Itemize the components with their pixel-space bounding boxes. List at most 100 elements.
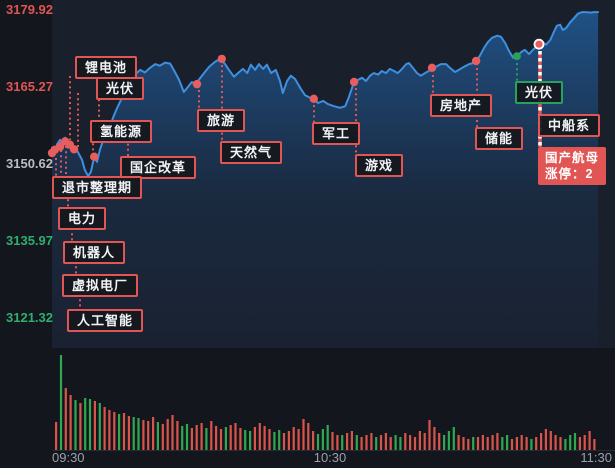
volume-bar xyxy=(452,427,455,450)
sector-label[interactable]: 光伏 xyxy=(96,77,145,100)
volume-bar xyxy=(55,422,58,450)
sector-label[interactable]: 锂电池 xyxy=(75,56,138,79)
sector-label[interactable]: 房地产 xyxy=(430,94,493,117)
event-dot xyxy=(427,63,437,72)
sector-label-text: 氢能源 xyxy=(100,124,143,139)
volume-bar xyxy=(312,431,315,450)
event-dot xyxy=(55,142,65,151)
volume-bar xyxy=(593,439,596,450)
volume-bar xyxy=(447,431,450,450)
sector-label[interactable]: 军工 xyxy=(312,122,361,145)
volume-bar xyxy=(108,410,111,450)
event-dot xyxy=(471,56,481,66)
sector-label[interactable]: 天然气 xyxy=(220,141,283,164)
sector-label[interactable]: 国产航母 涨停：2 xyxy=(538,147,607,185)
volume-bar xyxy=(156,422,159,450)
sector-label[interactable]: 退市整理期 xyxy=(52,176,143,199)
volume-bar xyxy=(98,403,101,450)
volume-bar xyxy=(520,435,523,450)
volume-bar xyxy=(370,433,373,450)
sector-label[interactable]: 电力 xyxy=(58,207,107,230)
volume-bar xyxy=(239,428,242,450)
event-dot xyxy=(349,77,359,87)
x-tick-label: 10:30 xyxy=(313,450,347,465)
volume-bar xyxy=(79,403,82,450)
event-dot xyxy=(217,54,226,64)
volume-bar xyxy=(185,424,189,450)
event-dot xyxy=(90,152,99,161)
volume-bar xyxy=(219,429,223,450)
volume-bar xyxy=(544,429,547,450)
volume-bar xyxy=(93,401,96,450)
volume-bar xyxy=(195,425,198,450)
event-dot xyxy=(309,94,318,104)
volume-bar xyxy=(467,439,470,450)
volume-bar xyxy=(384,433,387,450)
volume-bar xyxy=(588,431,591,450)
volume-bar xyxy=(273,432,276,450)
volume-bar xyxy=(476,437,480,450)
sector-label-text: 房地产 xyxy=(440,98,483,113)
sector-label[interactable]: 氢能源 xyxy=(90,120,153,143)
volume-bar xyxy=(506,435,509,450)
volume-bar xyxy=(355,435,358,450)
sector-label[interactable]: 机器人 xyxy=(63,241,126,264)
volume-bar xyxy=(321,429,324,450)
sector-label[interactable]: 光伏 xyxy=(515,81,564,104)
sector-label-text: 人工智能 xyxy=(77,313,134,328)
x-tick-label: 09:30 xyxy=(52,450,85,465)
volume-bar xyxy=(375,437,378,450)
volume-bar xyxy=(268,429,271,450)
volume-bar xyxy=(249,431,252,450)
sector-label-text: 天然气 xyxy=(230,145,273,160)
volume-bar xyxy=(486,437,489,450)
sector-label-text: 国产航母 xyxy=(545,151,600,165)
volume-bar xyxy=(496,433,499,450)
volume-bar xyxy=(423,433,426,450)
event-dot xyxy=(192,79,202,89)
volume-bar xyxy=(292,427,295,450)
volume-bar xyxy=(59,355,63,450)
sector-label[interactable]: 人工智能 xyxy=(67,309,144,332)
volume-bar xyxy=(253,427,256,450)
sector-label-text: 锂电池 xyxy=(85,60,128,75)
volume-bar xyxy=(161,424,164,450)
sector-label[interactable]: 虚拟电厂 xyxy=(62,274,139,297)
volume-bar xyxy=(413,437,417,450)
volume-bar xyxy=(399,437,402,450)
sector-label[interactable]: 国企改革 xyxy=(120,156,197,179)
sector-label[interactable]: 旅游 xyxy=(197,109,246,132)
volume-bar xyxy=(457,435,460,450)
volume-bar xyxy=(535,437,538,450)
volume-bar xyxy=(103,407,106,450)
sector-label-text: 电力 xyxy=(68,211,97,226)
volume-bar xyxy=(142,420,145,450)
volume-bar xyxy=(147,421,150,450)
volume-bar xyxy=(210,421,213,450)
sector-label[interactable]: 储能 xyxy=(475,127,524,150)
volume-bar xyxy=(278,430,281,450)
volume-bar xyxy=(127,416,130,450)
sector-label-text: 旅游 xyxy=(207,113,236,128)
event-dot xyxy=(69,145,79,154)
sector-label[interactable]: 中船系 xyxy=(538,114,601,137)
volume-bar xyxy=(282,433,286,450)
volume-bar xyxy=(137,418,140,450)
volume-bar xyxy=(200,423,203,450)
volume-bar xyxy=(263,426,266,450)
volume-bar xyxy=(341,435,344,450)
volume-bar xyxy=(118,414,121,450)
volume-bar xyxy=(540,433,543,450)
x-tick-label: 11:30 xyxy=(580,450,612,465)
volume-bar xyxy=(350,431,353,450)
volume-bar xyxy=(244,430,247,450)
sector-label-text: 机器人 xyxy=(73,245,116,260)
volume-bar xyxy=(316,434,320,450)
sector-label-text: 虚拟电厂 xyxy=(72,278,129,293)
sector-label-text: 储能 xyxy=(485,131,514,146)
volume-bar xyxy=(176,421,179,450)
sector-label-text: 光伏 xyxy=(525,85,554,100)
y-tick-label: 3121.32 xyxy=(6,310,53,325)
sector-label[interactable]: 游戏 xyxy=(355,154,404,177)
